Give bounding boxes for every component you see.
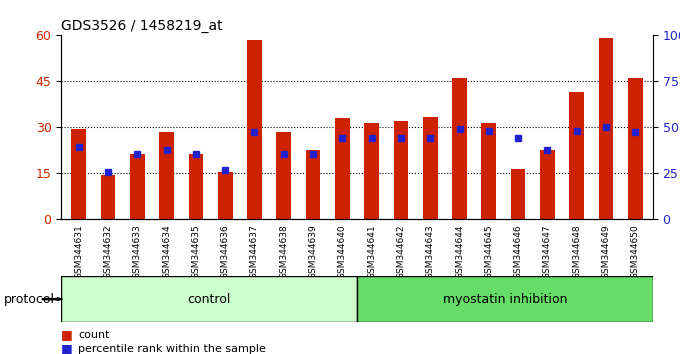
Text: GSM344640: GSM344640	[338, 224, 347, 279]
Text: GDS3526 / 1458219_at: GDS3526 / 1458219_at	[61, 19, 223, 33]
Text: GSM344639: GSM344639	[309, 224, 318, 279]
Bar	[335, 118, 350, 219]
Text: GSM344631: GSM344631	[74, 224, 83, 279]
Bar	[101, 175, 116, 219]
Text: GSM344648: GSM344648	[572, 224, 581, 279]
Bar	[159, 132, 174, 219]
Text: GSM344644: GSM344644	[455, 224, 464, 279]
Text: count: count	[78, 330, 109, 339]
Bar	[628, 78, 643, 219]
Text: GSM344650: GSM344650	[631, 224, 640, 279]
Text: GSM344641: GSM344641	[367, 224, 376, 279]
Text: protocol: protocol	[3, 293, 54, 306]
Text: GSM344638: GSM344638	[279, 224, 288, 279]
Bar	[394, 121, 408, 219]
Bar	[540, 150, 555, 219]
Text: GSM344647: GSM344647	[543, 224, 552, 279]
Bar	[511, 169, 526, 219]
Bar	[247, 40, 262, 219]
Text: GSM344643: GSM344643	[426, 224, 435, 279]
Bar	[598, 39, 613, 219]
Text: percentile rank within the sample: percentile rank within the sample	[78, 344, 266, 354]
Text: GSM344635: GSM344635	[192, 224, 201, 279]
Text: GSM344649: GSM344649	[601, 224, 611, 279]
FancyBboxPatch shape	[61, 276, 357, 322]
Text: ■: ■	[61, 328, 73, 341]
Bar	[130, 154, 145, 219]
Text: ■: ■	[61, 342, 73, 354]
Bar	[452, 78, 467, 219]
Text: GSM344633: GSM344633	[133, 224, 142, 279]
Text: control: control	[188, 293, 231, 306]
Bar	[277, 132, 291, 219]
Text: GSM344637: GSM344637	[250, 224, 259, 279]
Bar	[423, 117, 437, 219]
Text: GSM344642: GSM344642	[396, 224, 405, 279]
Bar	[481, 123, 496, 219]
Bar	[218, 172, 233, 219]
Text: GSM344632: GSM344632	[103, 224, 113, 279]
Text: myostatin inhibition: myostatin inhibition	[443, 293, 567, 306]
Bar	[71, 129, 86, 219]
Bar	[364, 123, 379, 219]
Bar	[188, 154, 203, 219]
Text: GSM344634: GSM344634	[162, 224, 171, 279]
FancyBboxPatch shape	[357, 276, 653, 322]
Bar	[306, 150, 320, 219]
Text: GSM344636: GSM344636	[221, 224, 230, 279]
Bar	[569, 92, 584, 219]
Text: GSM344646: GSM344646	[513, 224, 522, 279]
Text: GSM344645: GSM344645	[484, 224, 493, 279]
